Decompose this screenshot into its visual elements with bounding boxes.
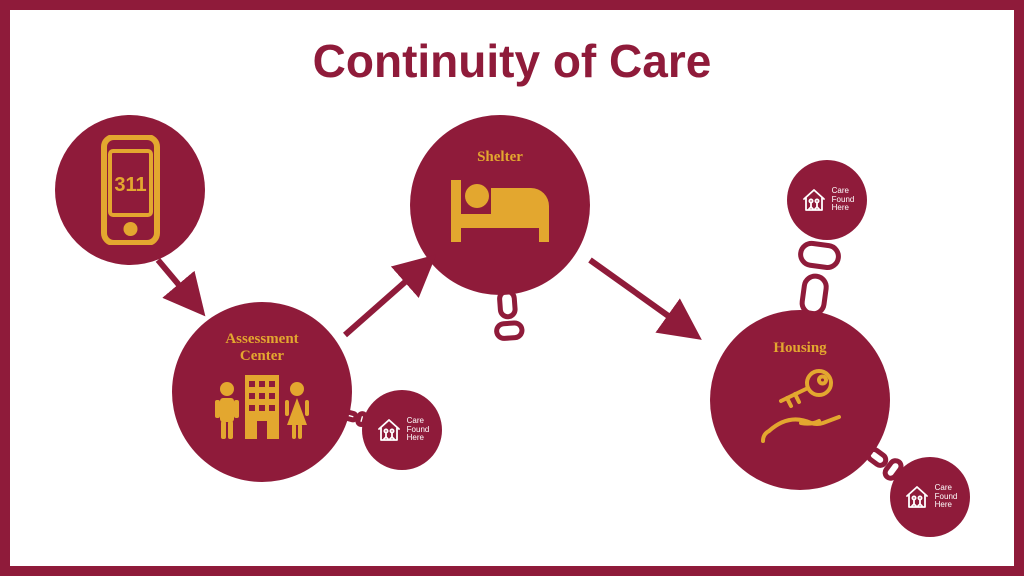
assessment-label-line2: Center — [225, 348, 298, 365]
care-found-here-icon: Care Found Here — [375, 417, 430, 443]
node-entry: 311 — [55, 115, 205, 265]
node-care-c: Care Found Here — [890, 457, 970, 537]
hand-key-icon — [745, 361, 855, 451]
node-assessment: Assessment Center — [172, 302, 352, 482]
care-found-here-icon: Care Found Here — [800, 187, 855, 213]
node-shelter: Shelter — [410, 115, 590, 295]
care-found-here-icon: Care Found Here — [903, 484, 958, 510]
bed-icon — [445, 174, 555, 248]
phone-311-icon: 311 — [98, 135, 163, 245]
people-building-icon — [207, 371, 317, 443]
assessment-label-line1: Assessment — [225, 331, 298, 348]
shelter-label: Shelter — [477, 149, 523, 166]
node-care-a: Care Found Here — [362, 390, 442, 470]
phone-311-text: 311 — [114, 174, 146, 196]
outer-frame: Continuity of Care 311 Assessment Center — [0, 0, 1024, 576]
node-care-b: Care Found Here — [787, 160, 867, 240]
housing-label: Housing — [773, 340, 826, 357]
node-housing: Housing — [710, 310, 890, 490]
canvas: Continuity of Care 311 Assessment Center — [10, 10, 1014, 566]
page-title: Continuity of Care — [10, 34, 1014, 88]
assessment-label: Assessment Center — [225, 331, 298, 365]
